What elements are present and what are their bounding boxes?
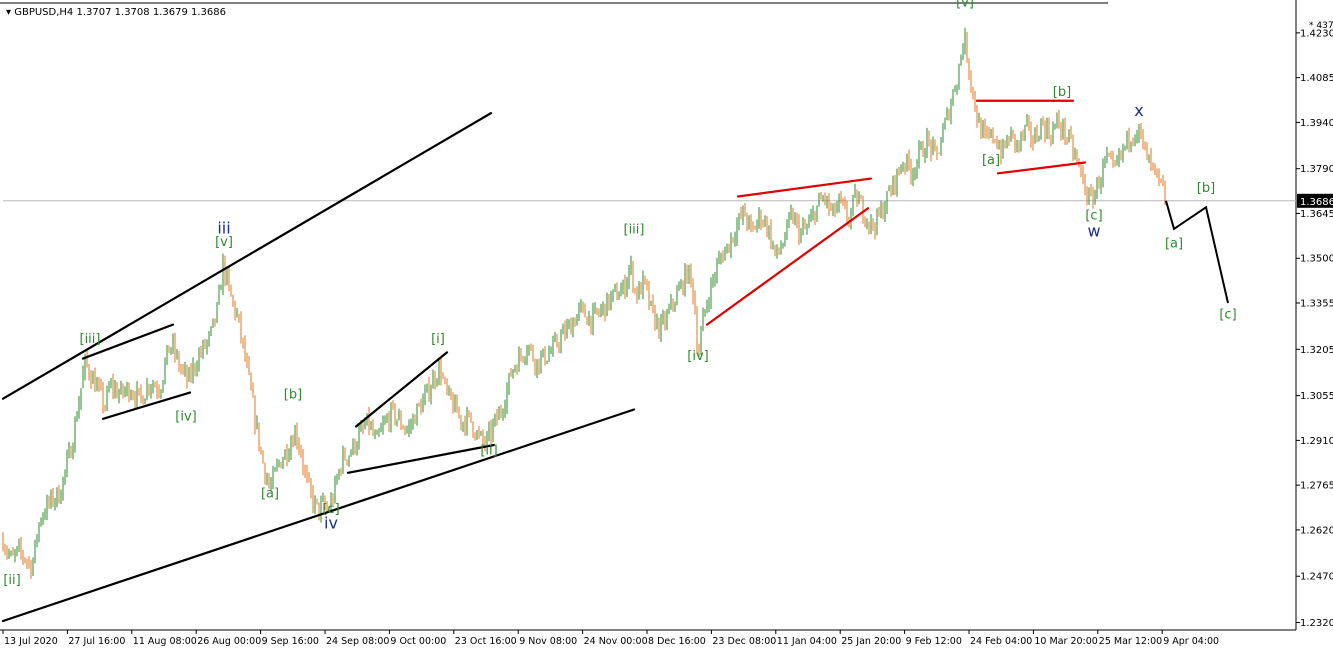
- x-tick-label: 9 Sep 16:00: [262, 636, 319, 647]
- ohlc-values: 1.3707 1.3708 1.3679 1.3686: [76, 7, 226, 18]
- wave-label-major: w: [1087, 222, 1100, 241]
- wave-label-minor: [iv]: [175, 409, 196, 424]
- y-tick-label: 1.3355: [1300, 298, 1333, 309]
- y-tick-label: 1.2765: [1300, 481, 1333, 492]
- x-tick-label: 24 Nov 00:00: [584, 636, 648, 647]
- wave-label-minor: [c]: [1219, 307, 1236, 322]
- black-trendline: [81, 323, 175, 360]
- x-axis: 13 Jul 2020 27 Jul 16:00 11 Aug 08:00 26 Au…: [2, 630, 1219, 647]
- wave-label-minor: [a]: [1165, 236, 1183, 251]
- y-tick-label: 1.3055: [1300, 391, 1333, 402]
- wave-label-major: iv: [324, 513, 338, 532]
- wave-label-minor: [iii]: [80, 332, 101, 347]
- symbol-dropdown-icon[interactable]: ▾: [6, 7, 12, 18]
- wave-label-minor: [ii]: [480, 443, 497, 458]
- wave-label-minor: [ii]: [3, 573, 20, 588]
- wave-labels: [ii][iii][iv]iii[v][b][a][c]iv[i][ii][ii…: [3, 0, 1236, 588]
- x-tick-label: 9 Nov 08:00: [519, 636, 577, 647]
- wave-label-major: iii: [217, 219, 230, 238]
- x-tick-label: 8 Dec 16:00: [648, 636, 706, 647]
- wave-label-minor: [iv]: [687, 349, 708, 364]
- x-tick-label: 25 Mar 12:00: [1099, 636, 1162, 647]
- y-tick-label: 1.3205: [1300, 345, 1333, 356]
- y-axis: 1.4230 1.4085 1.3940 1.3790 1.3645 1.3500 1.33…: [1296, 28, 1333, 629]
- y-tick-label: 1.3500: [1300, 254, 1333, 265]
- x-tick-label: 10 Mar 20:00: [1034, 636, 1097, 647]
- x-tick-label: 23 Oct 16:00: [455, 636, 517, 647]
- y-tick-label: 1.2470: [1300, 572, 1333, 583]
- wave-label-minor: [i]: [431, 332, 445, 347]
- x-tick-label: 24 Feb 04:00: [970, 636, 1032, 647]
- x-tick-label: 23 Dec 08:00: [712, 636, 776, 647]
- symbol-label: GBPUSD,H4: [14, 7, 74, 18]
- x-tick-label: 9 Oct 00:00: [390, 636, 446, 647]
- black-trendline: [354, 351, 449, 428]
- wave-label-minor: [a]: [982, 153, 1000, 168]
- black-trendline: [1, 112, 493, 400]
- trendlines: [1, 99, 1087, 623]
- wave-label-minor: [b]: [1053, 85, 1071, 100]
- projection-path: [1165, 200, 1229, 304]
- price-box-label: 1.3686: [1300, 197, 1333, 208]
- y-tick-label: 1.4230: [1300, 28, 1333, 39]
- black-trendline: [101, 391, 192, 420]
- x-tick-label: 9 Feb 12:00: [906, 636, 962, 647]
- wave-label-minor: [c]: [322, 502, 339, 517]
- red-trendline: [996, 161, 1087, 175]
- y-tick-label: 1.2620: [1300, 525, 1333, 536]
- x-tick-label: 26 Aug 00:00: [197, 636, 261, 647]
- red-trendline: [705, 207, 870, 326]
- x-tick-label: 11 Jan 04:00: [777, 636, 837, 647]
- black-trendline: [346, 443, 496, 474]
- wave-label-minor: [v]: [956, 0, 974, 11]
- corner-label: * 4375: [1309, 21, 1333, 31]
- wave-label-major: x: [1134, 101, 1143, 120]
- wave-label-minor: [a]: [261, 486, 279, 501]
- y-tick-label: 1.2910: [1300, 436, 1333, 447]
- x-tick-label: 27 Jul 16:00: [68, 636, 125, 647]
- x-tick-label: 9 Apr 04:00: [1163, 636, 1219, 647]
- black-trendline: [1, 408, 636, 623]
- y-tick-label: 1.3645: [1300, 209, 1333, 220]
- x-tick-label: 13 Jul 2020: [4, 636, 58, 647]
- wave-label-minor: [b]: [1197, 181, 1215, 196]
- chart-header: ▾ GBPUSD,H4 1.3707 1.3708 1.3679 1.3686: [6, 7, 226, 18]
- x-tick-label: 25 Jan 20:00: [841, 636, 901, 647]
- y-tick-label: 1.2320: [1300, 618, 1333, 629]
- red-trendline: [736, 177, 873, 198]
- y-tick-label: 1.4085: [1300, 73, 1333, 84]
- x-tick-label: 24 Sep 08:00: [326, 636, 389, 647]
- wave-label-minor: [b]: [284, 388, 302, 403]
- y-tick-label: 1.3940: [1300, 118, 1333, 129]
- x-tick-label: 11 Aug 08:00: [133, 636, 197, 647]
- y-tick-label: 1.3790: [1300, 164, 1333, 175]
- candlesticks: [2, 27, 1166, 579]
- current-price-box: 1.3686: [1297, 193, 1333, 208]
- wave-label-minor: [v]: [215, 235, 233, 250]
- price-box-bg: [1297, 193, 1333, 208]
- wave-label-minor: [c]: [1085, 209, 1102, 224]
- wave-label-minor: [iii]: [624, 223, 645, 238]
